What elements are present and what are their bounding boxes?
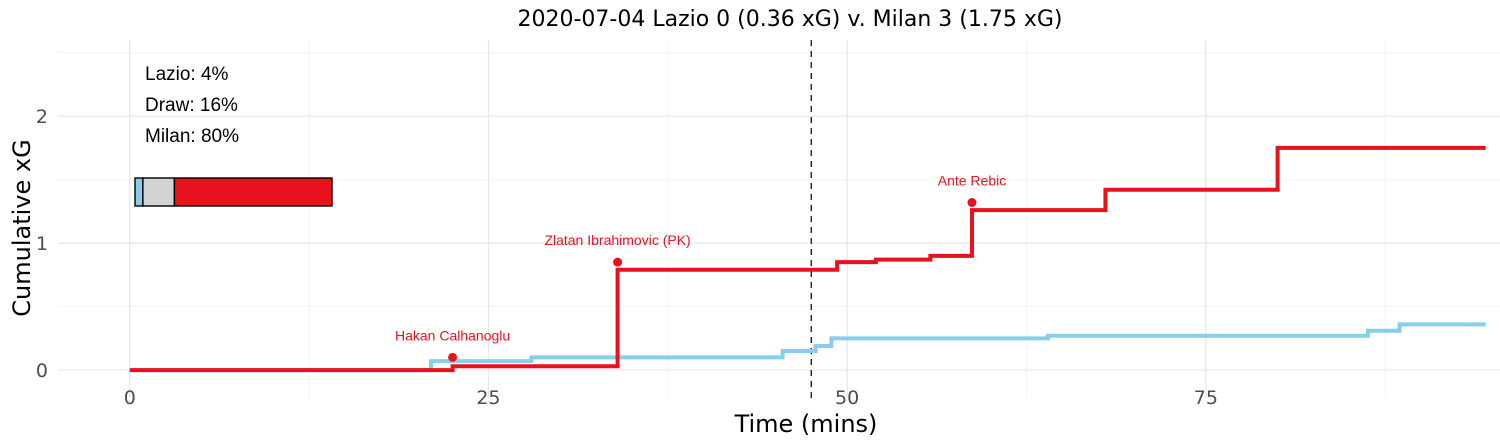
axes: 0 25 50 75 0 1 2 xyxy=(36,106,1218,409)
x-axis-title: Time (mins) xyxy=(734,410,878,438)
y-tick-label: 1 xyxy=(36,233,48,255)
probability-bar-lazio xyxy=(134,177,144,207)
probability-label: Lazio: 4% xyxy=(145,64,229,85)
y-tick-label: 0 xyxy=(36,360,48,382)
series-lines xyxy=(129,145,1486,373)
goal-annotations: Hakan Calhanoglu Zlatan Ibrahimovic (PK) A… xyxy=(395,172,1006,362)
win-probability-panel: Lazio: 4% Draw: 16% Milan: 80% xyxy=(134,64,333,207)
x-tick-label: 50 xyxy=(835,387,859,409)
y-tick-label: 2 xyxy=(36,106,48,128)
goal-marker xyxy=(613,257,623,267)
probability-label: Milan: 80% xyxy=(145,126,239,147)
goal-label: Zlatan Ibrahimovic (PK) xyxy=(544,232,690,248)
x-tick-label: 75 xyxy=(1194,387,1218,409)
goal-label: Ante Rebic xyxy=(938,172,1006,188)
x-tick-label: 0 xyxy=(124,387,136,409)
series-line-lazio xyxy=(129,322,1486,373)
y-axis-title: Cumulative xG xyxy=(8,139,36,316)
grid xyxy=(58,40,1500,398)
chart-title: 2020-07-04 Lazio 0 (0.36 xG) v. Milan 3 … xyxy=(517,7,1062,32)
probability-bar-draw xyxy=(142,177,176,207)
goal-marker xyxy=(448,352,458,362)
goal-label: Hakan Calhanoglu xyxy=(395,327,510,343)
goal-marker xyxy=(967,197,977,207)
probability-bar-milan xyxy=(173,177,333,207)
probability-label: Draw: 16% xyxy=(145,95,238,116)
x-tick-label: 25 xyxy=(476,387,500,409)
series-line-milan xyxy=(129,145,1486,373)
